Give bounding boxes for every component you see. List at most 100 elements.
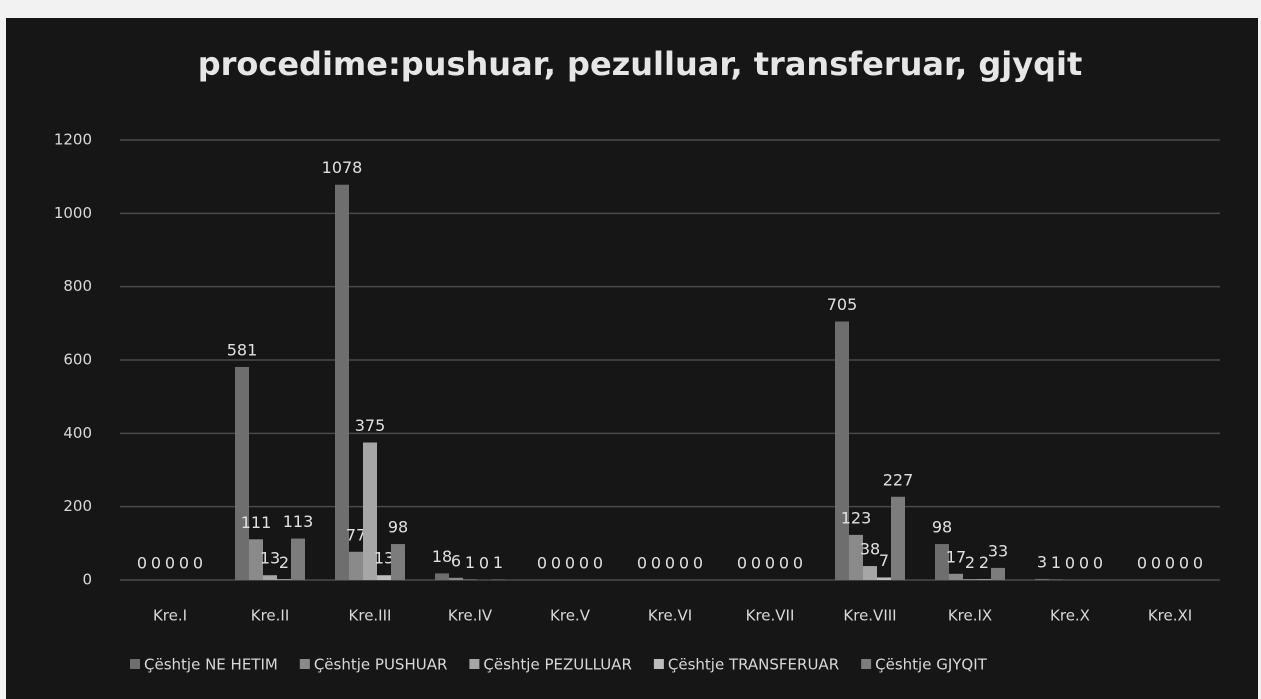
data-label: 0 (679, 554, 689, 573)
data-label: 0 (1193, 554, 1203, 573)
data-label: 0 (165, 554, 175, 573)
data-label: 0 (637, 554, 647, 573)
data-label: 0 (593, 554, 603, 573)
data-label: 375 (355, 416, 386, 435)
legend-swatch (469, 659, 480, 669)
data-label: 98 (932, 518, 952, 537)
bar (291, 538, 305, 580)
data-label: 33 (988, 541, 1008, 560)
data-label: 581 (227, 340, 258, 359)
data-label: 0 (1179, 554, 1189, 573)
x-tick-label: Kre.I (153, 607, 187, 625)
data-label: 0 (737, 554, 747, 573)
y-tick-label: 800 (63, 277, 92, 295)
data-label: 13 (260, 549, 280, 568)
data-label: 0 (537, 554, 547, 573)
bar (235, 366, 249, 580)
data-label: 0 (193, 554, 203, 573)
data-label: 6 (451, 551, 461, 570)
legend-label: Çështje PEZULLUAR (483, 656, 631, 674)
data-label: 2 (979, 553, 989, 572)
data-label: 1 (493, 553, 503, 572)
data-label: 38 (860, 540, 880, 559)
bar (977, 579, 991, 580)
bar (991, 567, 1005, 580)
bar (391, 544, 405, 580)
bar (435, 573, 449, 580)
x-tick-label: Kre.VIII (843, 607, 896, 625)
chart-background (6, 18, 1258, 699)
legend-label: Çështje PUSHUAR (314, 656, 448, 674)
bar (849, 534, 863, 580)
data-label: 0 (1137, 554, 1147, 573)
y-tick-label: 600 (63, 351, 92, 369)
bar (449, 577, 463, 580)
legend-swatch (130, 659, 140, 669)
x-tick-label: Kre.II (251, 607, 290, 625)
x-tick-label: Kre.X (1050, 607, 1090, 625)
data-label: 0 (1165, 554, 1175, 573)
data-label: 0 (179, 554, 189, 573)
chart-title: procedime:pushuar, pezulluar, transferua… (198, 45, 1083, 83)
bar (377, 575, 391, 580)
data-label: 0 (793, 554, 803, 573)
bar (349, 551, 363, 580)
data-label: 2 (279, 553, 289, 572)
bar (963, 579, 977, 580)
data-label: 13 (374, 549, 394, 568)
y-tick-label: 1000 (54, 204, 92, 222)
y-tick-label: 1200 (54, 131, 92, 149)
data-label: 227 (883, 470, 914, 489)
y-tick-label: 400 (63, 424, 92, 442)
y-tick-label: 200 (63, 497, 92, 515)
x-tick-label: Kre.IX (948, 607, 992, 625)
data-label: 0 (565, 554, 575, 573)
y-tick-label: 0 (82, 571, 92, 589)
bar (363, 442, 377, 580)
data-label: 113 (283, 512, 314, 531)
data-label: 77 (346, 525, 366, 544)
data-label: 18 (432, 547, 452, 566)
data-label: 0 (751, 554, 761, 573)
data-label: 0 (693, 554, 703, 573)
bar (249, 539, 263, 580)
bar (863, 566, 877, 580)
legend-label: Çështje TRANSFERUAR (668, 656, 839, 674)
data-label: 1078 (322, 158, 363, 177)
data-label: 0 (765, 554, 775, 573)
data-label: 111 (241, 513, 272, 532)
data-label: 1 (1051, 553, 1061, 572)
x-tick-label: Kre.IV (448, 607, 493, 625)
data-label: 17 (946, 547, 966, 566)
data-label: 0 (479, 554, 489, 573)
data-label: 0 (151, 554, 161, 573)
data-label: 0 (779, 554, 789, 573)
legend-label: Çështje GJYQIT (875, 656, 988, 674)
x-tick-label: Kre.V (550, 607, 591, 625)
data-label: 7 (879, 551, 889, 570)
bar (877, 577, 891, 580)
x-tick-label: Kre.VII (746, 607, 795, 625)
data-label: 1 (465, 553, 475, 572)
x-tick-label: Kre.III (349, 607, 392, 625)
bar (335, 184, 349, 580)
data-label: 0 (665, 554, 675, 573)
data-label: 0 (1093, 554, 1103, 573)
data-label: 98 (388, 518, 408, 537)
bar (835, 321, 849, 580)
data-label: 0 (551, 554, 561, 573)
data-label: 3 (1037, 552, 1047, 571)
data-label: 0 (579, 554, 589, 573)
x-tick-label: Kre.XI (1148, 607, 1192, 625)
bar (277, 579, 291, 580)
data-label: 0 (137, 554, 147, 573)
bar (949, 573, 963, 580)
data-label: 705 (827, 295, 858, 314)
data-label: 0 (1079, 554, 1089, 573)
x-tick-label: Kre.VI (648, 607, 692, 625)
data-label: 0 (1065, 554, 1075, 573)
data-label: 2 (965, 553, 975, 572)
legend-label: Çështje NE HETIM (144, 656, 278, 674)
data-label: 0 (1151, 554, 1161, 573)
